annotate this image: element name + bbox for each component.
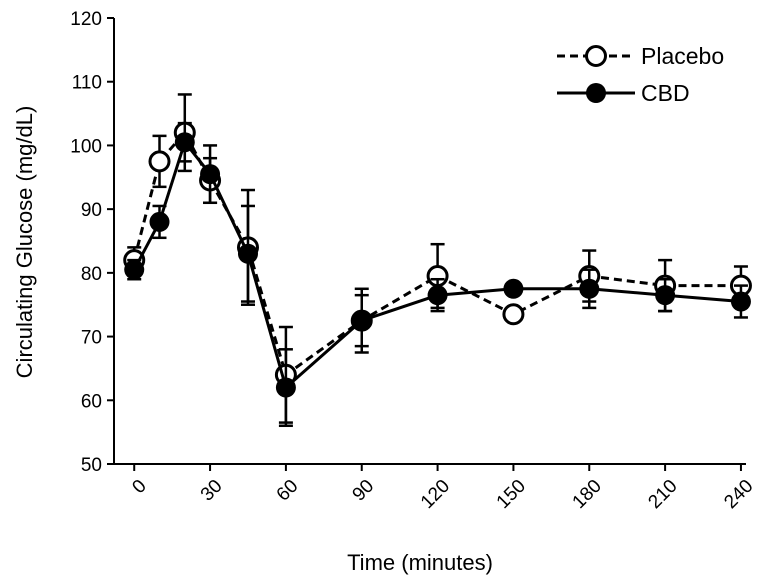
series-cbd: [124, 121, 751, 428]
y-tick-label: 100: [70, 136, 102, 157]
x-axis: 0 30 60 90 120 150 180 210 240: [114, 463, 758, 513]
series-cbd-point: [730, 291, 751, 312]
x-tick-label: 240: [720, 476, 757, 513]
legend-placebo-marker: [585, 45, 607, 67]
legend-cbd-label: CBD: [641, 80, 690, 106]
series-placebo-point: [502, 303, 525, 326]
series-cbd-point: [124, 259, 145, 280]
x-tick-label: 210: [644, 476, 681, 513]
y-tick-label: 80: [81, 264, 102, 285]
series-cbd-line: [132, 140, 742, 389]
series-cbd-point: [503, 278, 524, 299]
series-cbd-point: [351, 310, 372, 331]
x-tick-label: 90: [349, 476, 379, 506]
y-tick-label: 70: [81, 328, 102, 349]
x-tick-label: 60: [273, 476, 303, 506]
series-cbd-point: [275, 377, 296, 398]
x-tick-label: 0: [128, 476, 150, 498]
series-cbd-point: [579, 278, 600, 299]
legend: Placebo CBD: [557, 43, 724, 106]
y-axis: 50 60 70 80 90 100 110 120: [70, 9, 115, 476]
x-tick-label: 180: [569, 476, 606, 513]
series-cbd-point: [149, 211, 170, 232]
series-layer: [123, 93, 752, 428]
y-tick-label: 120: [70, 9, 102, 30]
y-tick-label: 60: [81, 391, 102, 412]
x-tick-label: 120: [417, 476, 454, 513]
series-cbd-point: [174, 132, 195, 153]
x-tick-label: 150: [493, 476, 530, 513]
y-tick-label: 50: [81, 455, 102, 476]
series-placebo-point: [148, 150, 171, 173]
series-cbd-point: [200, 164, 221, 185]
y-tick-label: 90: [81, 200, 102, 221]
series-cbd-point: [427, 285, 448, 306]
legend-placebo-label: Placebo: [641, 43, 724, 69]
y-axis-title: Circulating Glucose (mg/dL): [12, 106, 37, 379]
series-placebo: [123, 93, 752, 424]
y-tick-label: 110: [72, 73, 102, 94]
x-axis-title: Time (minutes): [347, 550, 493, 575]
legend-cbd-marker: [586, 83, 606, 103]
series-cbd-point: [655, 285, 676, 306]
series-cbd-point: [237, 243, 258, 264]
x-tick-label: 30: [197, 476, 227, 506]
